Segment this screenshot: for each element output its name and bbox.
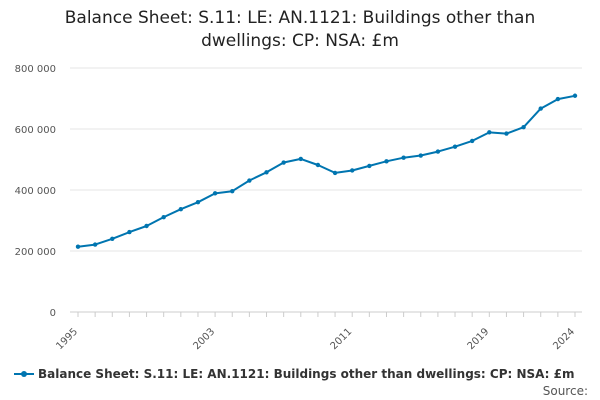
data-point <box>555 96 561 102</box>
data-point <box>178 207 184 212</box>
legend-label: Balance Sheet: S.11: LE: AN.1121: Buildi… <box>38 367 575 381</box>
x-tick-label: 2019 <box>466 326 492 352</box>
data-point <box>127 229 132 235</box>
data-point <box>332 170 338 176</box>
chart-title-line-1: Balance Sheet: S.11: LE: AN.1121: Buildi… <box>64 8 536 28</box>
data-point <box>350 168 355 173</box>
y-tick-label: 600 000 <box>15 125 56 136</box>
data-point <box>264 170 269 175</box>
data-point <box>92 242 98 247</box>
legend-swatch <box>14 368 34 380</box>
data-point <box>212 191 218 196</box>
data-point <box>521 124 526 130</box>
data-point <box>247 178 252 183</box>
x-tick-label: 1995 <box>54 326 80 352</box>
data-point <box>452 144 458 149</box>
data-point <box>487 130 492 135</box>
data-point <box>538 106 543 111</box>
data-point <box>367 163 372 169</box>
y-tick-label: 400 000 <box>15 186 56 197</box>
data-point <box>110 236 115 241</box>
data-point <box>401 155 406 160</box>
data-point <box>230 189 235 194</box>
data-point <box>298 156 303 162</box>
source-label: Source: <box>542 384 588 398</box>
data-point <box>435 149 441 154</box>
data-point <box>161 214 166 220</box>
x-tick-label: 2024 <box>551 326 577 352</box>
y-tick-label: 800 000 <box>15 64 56 75</box>
data-point <box>315 162 321 168</box>
chart-title-line-2: dwellings: CP: NSA: £m <box>201 31 399 51</box>
y-tick-label: 200 000 <box>15 247 56 258</box>
data-point <box>75 244 81 249</box>
data-point <box>469 138 475 144</box>
x-tick-label: 2011 <box>329 326 355 352</box>
legend[interactable]: Balance Sheet: S.11: LE: AN.1121: Buildi… <box>14 365 575 383</box>
data-point <box>504 131 509 136</box>
y-tick-label: 0 <box>50 308 56 319</box>
data-point <box>144 223 149 229</box>
data-point <box>195 200 201 205</box>
data-point <box>384 159 389 164</box>
data-point <box>572 93 578 98</box>
series-line <box>77 94 576 248</box>
data-point <box>281 160 286 165</box>
data-point <box>418 153 423 158</box>
x-tick-label: 2003 <box>191 326 217 352</box>
